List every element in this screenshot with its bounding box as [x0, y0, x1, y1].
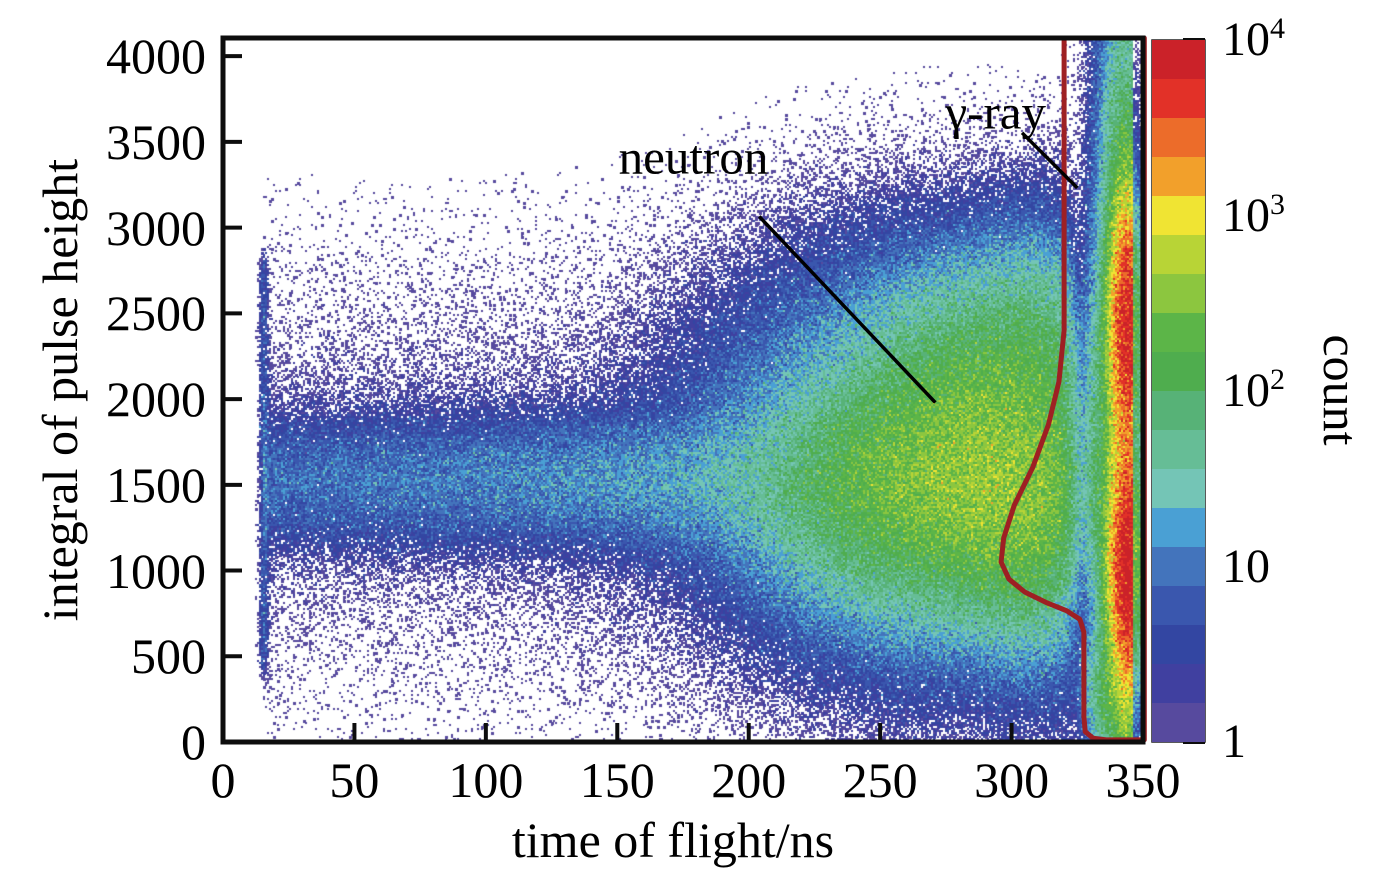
annotation-neutron-label: neutron — [618, 129, 769, 185]
colorbar-band — [1152, 79, 1205, 118]
colorbar-band — [1152, 547, 1205, 586]
colorbar-tick-label: 104 — [1222, 12, 1285, 66]
x-tick-label: 250 — [842, 752, 918, 808]
colorbar-band — [1152, 157, 1205, 196]
x-tick-label: 300 — [974, 752, 1050, 808]
colorbar-band — [1152, 352, 1205, 391]
colorbar-band — [1152, 469, 1205, 508]
colorbar-tick-label: 103 — [1222, 187, 1285, 242]
colorbar-band — [1152, 118, 1205, 157]
colorbar-band — [1152, 703, 1205, 742]
colorbar-title: count — [1313, 334, 1369, 446]
y-tick-label: 0 — [181, 714, 206, 770]
x-tick-label: 100 — [448, 752, 524, 808]
x-tick-label: 50 — [329, 752, 380, 808]
x-tick-label: 350 — [1105, 752, 1181, 808]
y-axis-title: integral of pulse height — [32, 158, 88, 622]
colorbar-band — [1152, 430, 1205, 469]
colorbar-tick-label: 10 — [1222, 539, 1270, 593]
colorbar-band — [1152, 391, 1205, 430]
colorbar-band — [1152, 196, 1205, 235]
colorbar-band — [1152, 625, 1205, 664]
colorbar-band — [1152, 313, 1205, 352]
colorbar-band — [1152, 235, 1205, 274]
colorbar-band — [1152, 274, 1205, 313]
colorbar-band — [1152, 586, 1205, 625]
colorbar-tick-label: 1 — [1222, 715, 1246, 768]
colorbar-tick-label: 102 — [1222, 363, 1285, 417]
x-tick-label: 200 — [711, 752, 787, 808]
x-tick-label: 150 — [579, 752, 655, 808]
y-tick-label: 2000 — [106, 371, 206, 428]
y-tick-label: 2500 — [106, 285, 206, 342]
annotation-gamma-label: γ-ray — [945, 84, 1047, 140]
colorbar-band — [1152, 40, 1205, 79]
colorbar-band — [1152, 508, 1205, 547]
y-tick-label: 3000 — [106, 199, 206, 256]
colorbar-band — [1152, 664, 1205, 703]
y-tick-label: 3500 — [106, 113, 206, 170]
y-tick-label: 1500 — [106, 456, 206, 513]
x-tick-label: 0 — [210, 752, 236, 808]
x-axis-title: time of flight/ns — [511, 812, 835, 868]
y-tick-label: 1000 — [106, 542, 206, 599]
y-tick-label: 500 — [131, 628, 206, 685]
y-tick-label: 4000 — [106, 28, 206, 85]
colorbar — [1152, 40, 1205, 742]
